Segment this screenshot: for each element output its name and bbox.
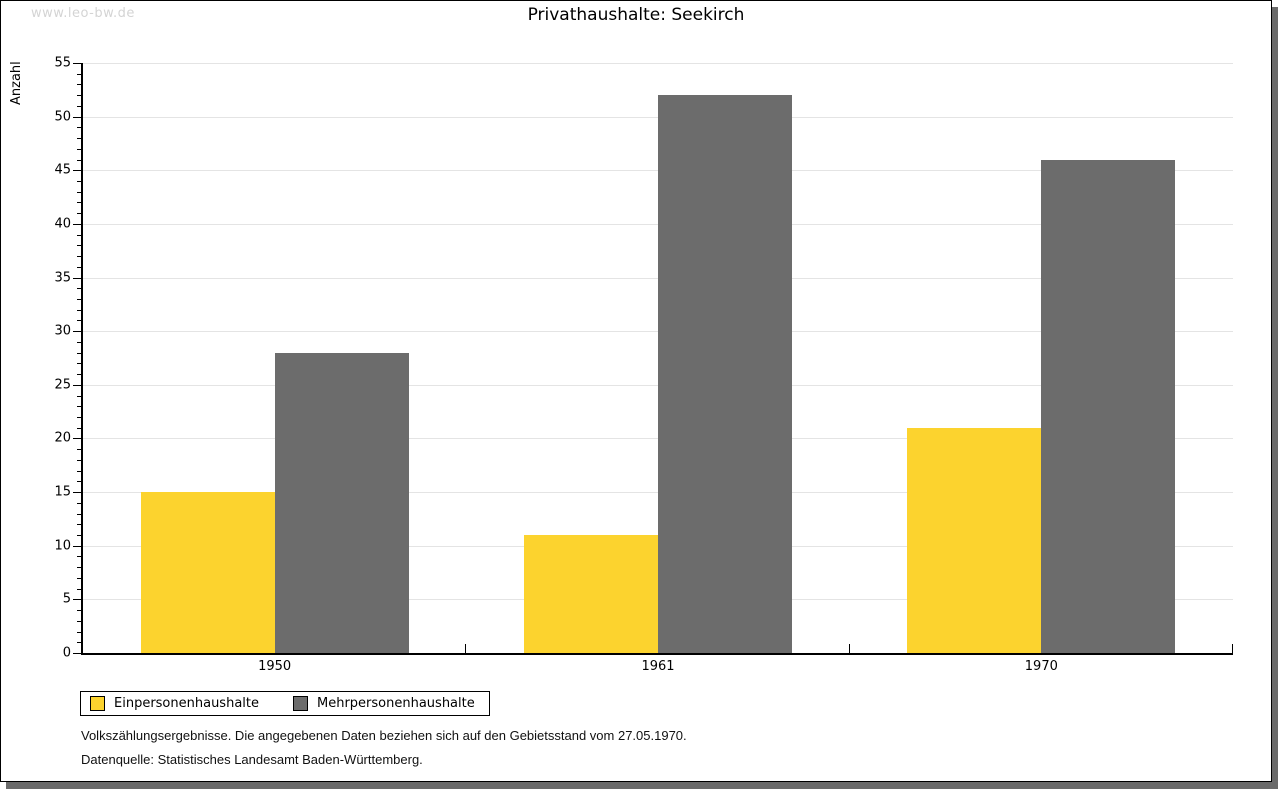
y-minor-tick <box>77 352 81 354</box>
y-major-tick <box>73 438 81 440</box>
y-tick-label: 10 <box>54 538 71 554</box>
y-minor-tick <box>77 181 81 182</box>
y-minor-tick <box>77 105 81 107</box>
y-minor-tick <box>77 127 81 129</box>
y-major-tick <box>73 170 81 172</box>
y-minor-tick <box>77 299 81 300</box>
chart-title: Privathaushalte: Seekirch <box>527 5 745 25</box>
y-tick-label: 35 <box>54 270 71 286</box>
y-minor-tick <box>77 202 81 204</box>
y-minor-tick <box>77 417 81 418</box>
y-gridline <box>83 63 1233 64</box>
y-axis-title: Anzahl <box>9 61 24 105</box>
y-minor-tick <box>77 427 81 429</box>
y-major-tick <box>73 116 81 118</box>
y-tick-label: 30 <box>54 323 71 339</box>
bar-mehrpersonenhaushalte <box>1041 159 1176 653</box>
footnote-gebietsstand: Volkszählungsergebnisse. Die angegebenen… <box>81 728 687 743</box>
y-minor-tick <box>77 459 81 461</box>
x-category-label: 1970 <box>1024 659 1058 674</box>
y-minor-tick <box>77 406 81 408</box>
y-minor-tick <box>77 191 81 193</box>
legend-swatch-icon <box>90 696 105 711</box>
x-boundary-tick <box>848 644 850 653</box>
y-minor-tick <box>77 610 81 612</box>
y-minor-tick <box>77 502 81 504</box>
y-minor-tick <box>77 567 81 569</box>
x-boundary-tick <box>465 644 467 653</box>
y-tick-label: 55 <box>54 55 71 71</box>
footnote-datenquelle: Datenquelle: Statistisches Landesamt Bad… <box>81 752 423 767</box>
y-minor-tick <box>77 374 81 376</box>
x-category-label: 1961 <box>641 659 675 674</box>
bar-einpersonenhaushalte <box>140 492 275 653</box>
watermark-text: www.leo-bw.de <box>31 6 135 21</box>
y-tick-label: 5 <box>62 591 71 607</box>
y-minor-tick <box>77 138 81 140</box>
y-minor-tick <box>77 513 81 515</box>
y-minor-tick <box>77 631 81 633</box>
y-tick-label: 40 <box>54 216 71 232</box>
y-tick-label: 25 <box>54 377 71 393</box>
y-major-tick <box>73 63 81 64</box>
y-tick-label: 0 <box>62 645 71 661</box>
y-minor-tick <box>77 266 81 268</box>
y-minor-tick <box>77 577 81 579</box>
y-minor-tick <box>77 588 81 590</box>
y-minor-tick <box>77 620 81 622</box>
y-tick-label: 20 <box>54 430 71 446</box>
y-minor-tick <box>77 556 81 558</box>
y-major-tick <box>73 492 81 494</box>
legend-box: Einpersonenhaushalte Mehrpersonenhaushalt… <box>80 691 490 716</box>
bar-einpersonenhaushalte <box>524 535 658 653</box>
y-major-tick <box>73 277 81 279</box>
bar-mehrpersonenhaushalte <box>274 352 409 653</box>
y-minor-tick <box>77 449 81 451</box>
y-tick-label: 45 <box>54 162 71 178</box>
plot-area: 0 5 10 15 20 25 30 35 40 45 50 55 1950 1961 1970 <box>54 56 1233 674</box>
x-category-label: 1950 <box>258 659 292 674</box>
bar-mehrpersonenhaushalte <box>658 95 792 653</box>
y-minor-tick <box>77 213 81 215</box>
y-tick-label: 15 <box>54 484 71 500</box>
legend-item-mehrpersonenhaushalte: Mehrpersonenhaushalte <box>293 696 475 711</box>
y-major-tick <box>73 545 81 547</box>
y-minor-tick <box>77 363 81 365</box>
y-major-tick <box>73 384 81 386</box>
y-minor-tick <box>77 84 81 86</box>
y-minor-tick <box>77 524 81 526</box>
y-minor-tick <box>77 95 81 97</box>
y-minor-tick <box>77 535 81 536</box>
y-minor-tick <box>77 395 81 397</box>
y-minor-tick <box>77 245 81 247</box>
y-minor-tick <box>77 320 81 322</box>
legend-swatch-icon <box>293 696 308 711</box>
y-tick-label: 50 <box>54 109 71 125</box>
y-minor-tick <box>77 470 81 472</box>
y-minor-tick <box>77 481 81 483</box>
legend-label: Einpersonenhaushalte <box>114 696 259 711</box>
y-major-tick <box>73 599 81 601</box>
legend-item-einpersonenhaushalte: Einpersonenhaushalte <box>90 696 259 711</box>
y-major-tick <box>73 331 81 333</box>
y-minor-tick <box>77 256 81 258</box>
legend-label: Mehrpersonenhaushalte <box>317 696 475 711</box>
bar-einpersonenhaushalte <box>907 427 1042 653</box>
x-boundary-tick <box>1232 644 1233 653</box>
y-major-tick <box>73 653 81 654</box>
y-major-tick <box>73 223 81 225</box>
y-minor-tick <box>77 642 81 644</box>
y-minor-tick <box>77 341 81 343</box>
y-minor-tick <box>77 148 81 150</box>
y-minor-tick <box>77 288 81 290</box>
y-minor-tick <box>77 73 81 75</box>
y-minor-tick <box>77 309 81 311</box>
y-minor-tick <box>77 234 81 236</box>
y-minor-tick <box>77 159 81 161</box>
